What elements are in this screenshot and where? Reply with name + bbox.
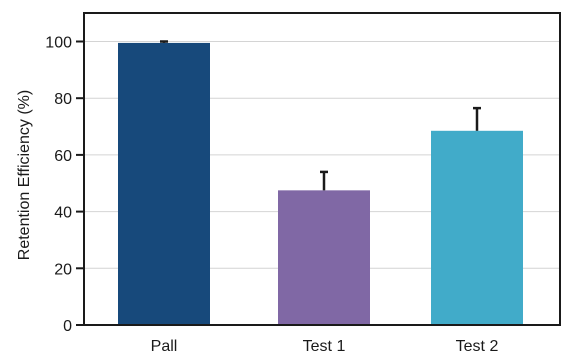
- x-category-label: Test 1: [303, 338, 346, 354]
- y-tick-label: 20: [54, 261, 72, 278]
- y-tick-label: 0: [63, 318, 72, 335]
- x-category-label: Test 2: [456, 338, 499, 354]
- y-tick-label: 100: [45, 35, 72, 52]
- bars: [118, 42, 523, 325]
- error-bars: [160, 40, 481, 191]
- plot-frame: [83, 12, 561, 326]
- x-category-label: Pall: [151, 338, 178, 354]
- y-tick-label: 60: [54, 148, 72, 165]
- bar-test-1: [278, 190, 370, 325]
- bar-pall: [118, 42, 210, 325]
- x-axis-labels: Pall Test 1 Test 2: [151, 338, 499, 354]
- y-axis-ticks: 0 20 40 60 80 100: [45, 35, 84, 335]
- y-tick-label: 40: [54, 205, 72, 222]
- y-axis-title: Retention Efficiency (%): [16, 90, 33, 260]
- bar-test-2: [431, 130, 523, 325]
- y-tick-label: 80: [54, 91, 72, 108]
